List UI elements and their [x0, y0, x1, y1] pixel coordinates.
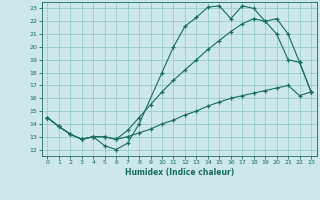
X-axis label: Humidex (Indice chaleur): Humidex (Indice chaleur)	[124, 168, 234, 177]
